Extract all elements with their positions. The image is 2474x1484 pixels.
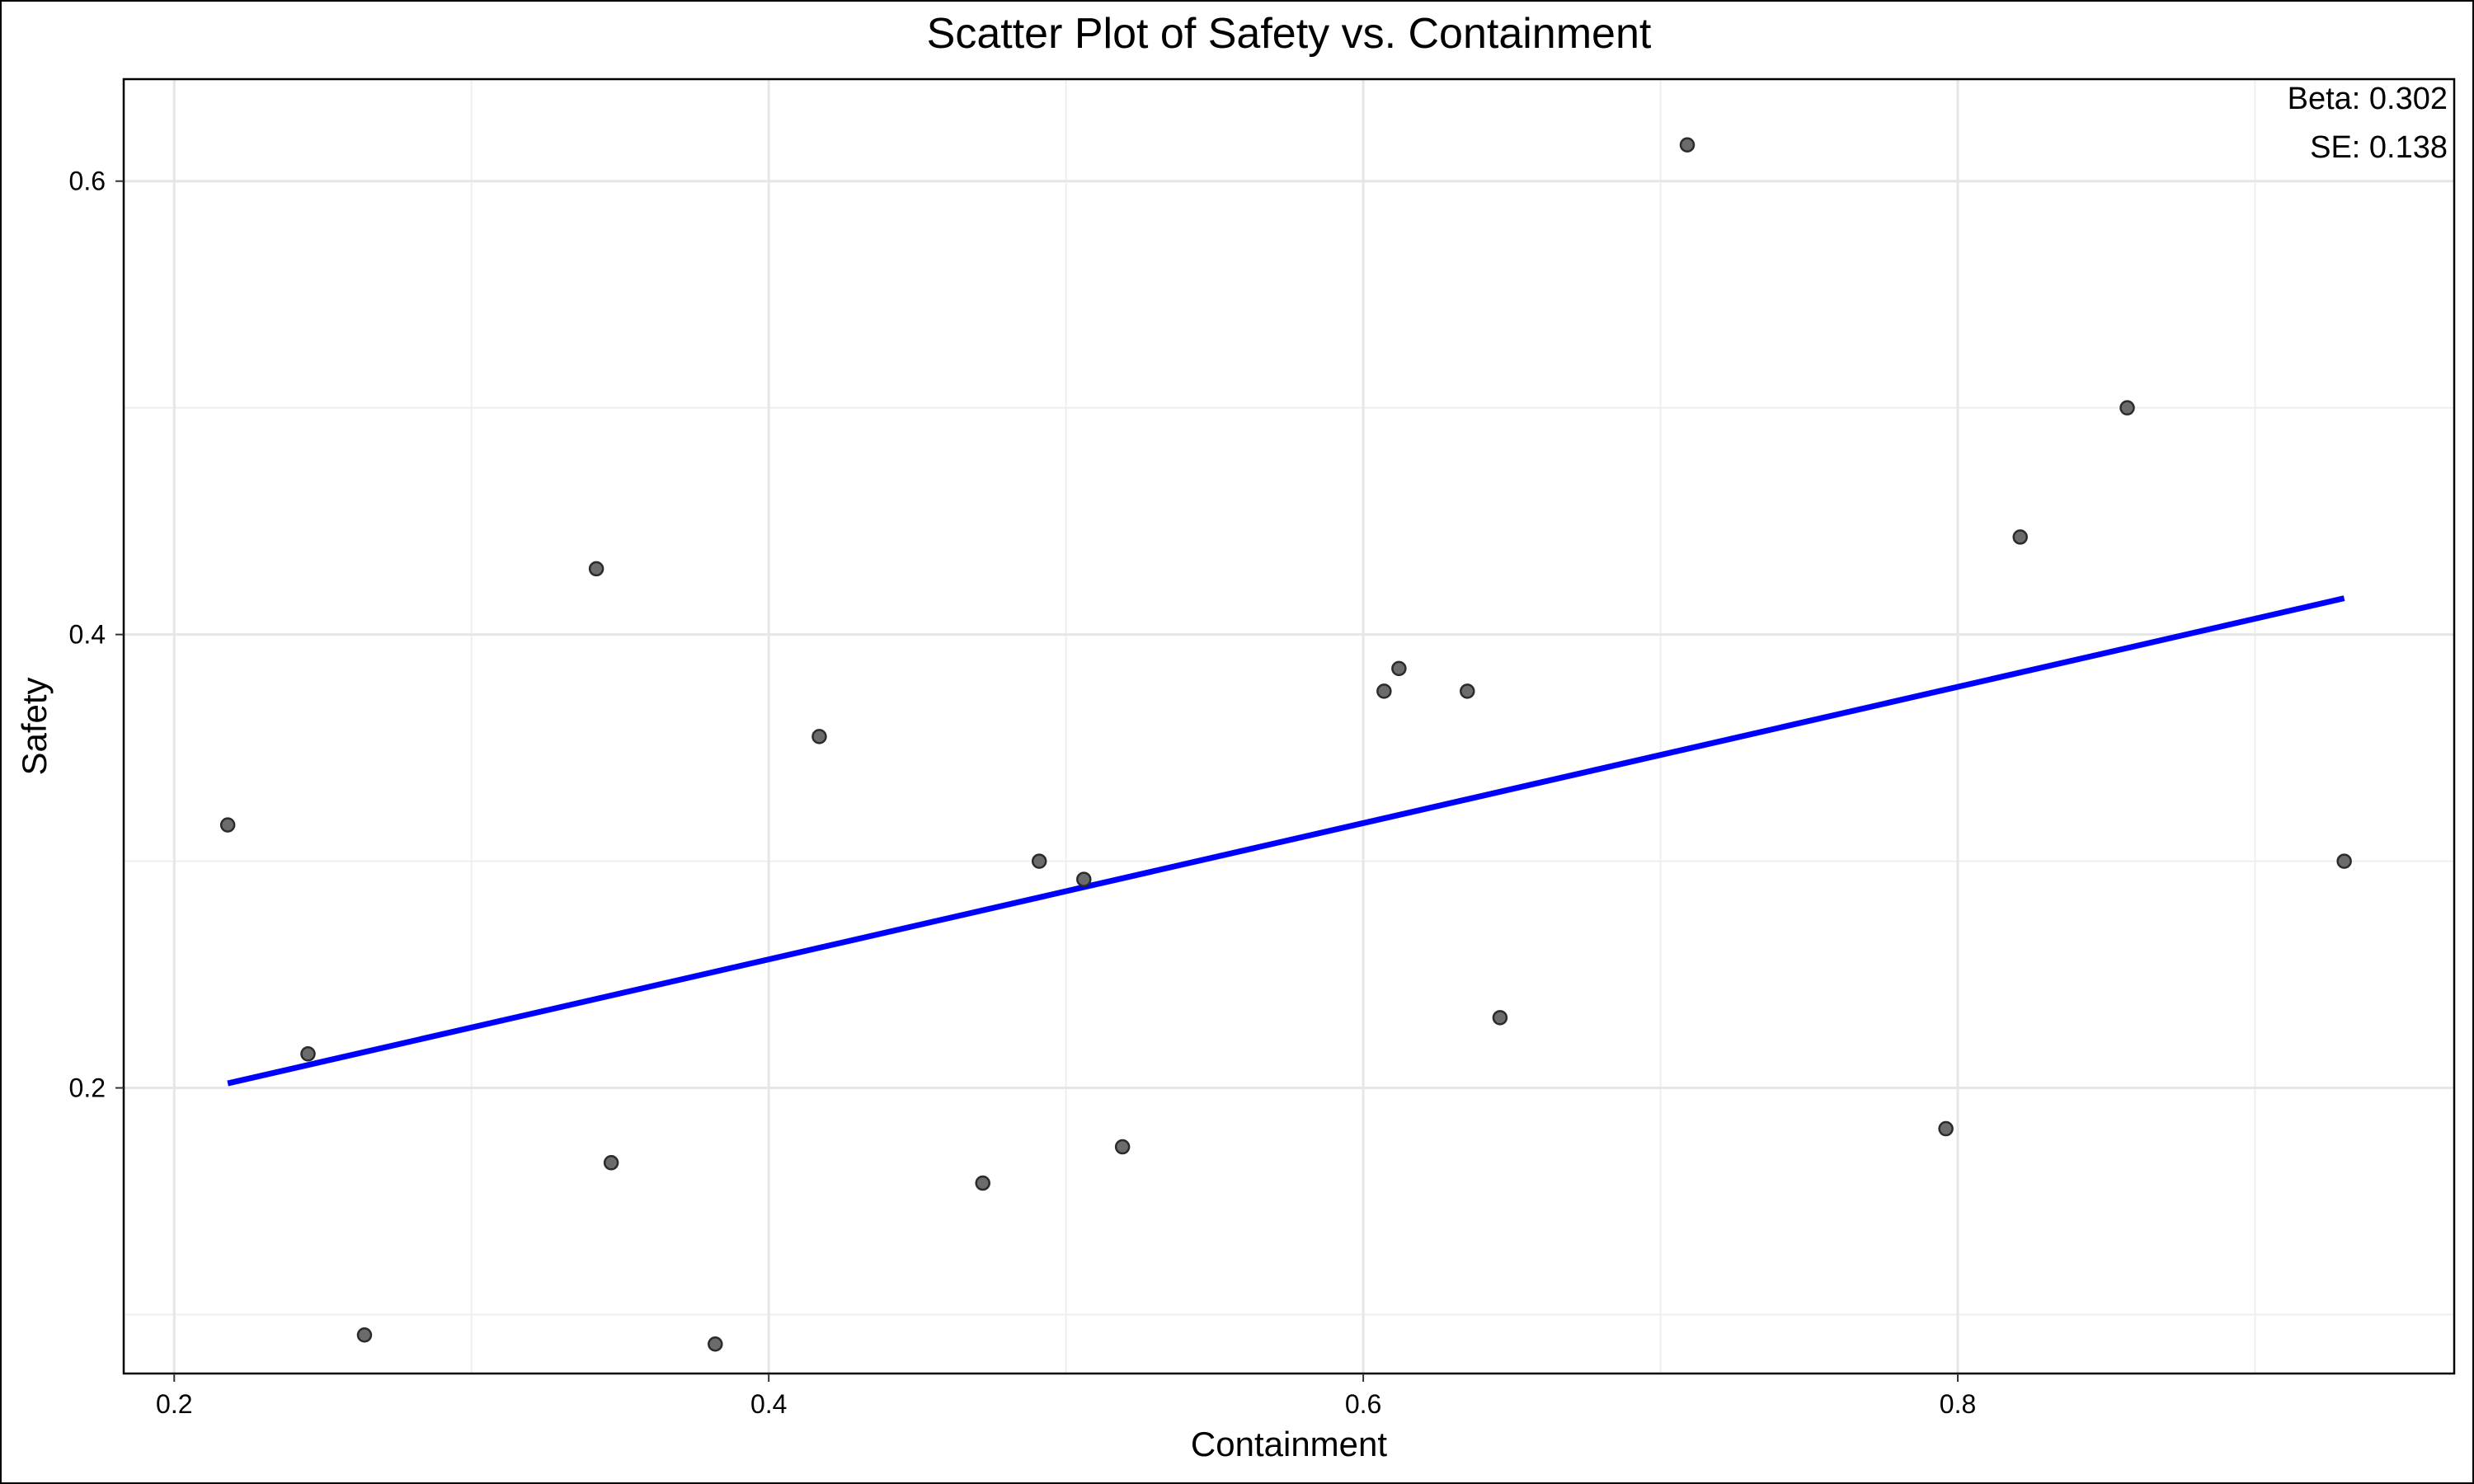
y-axis-title: Safety xyxy=(15,677,54,775)
y-tick-label: 0.4 xyxy=(69,620,106,650)
data-point xyxy=(1076,871,1092,887)
grid-layer xyxy=(124,79,2454,1374)
data-point xyxy=(1679,137,1696,153)
se-annotation: SE: 0.138 xyxy=(2310,130,2448,165)
x-tick-label: 0.8 xyxy=(1940,1389,1976,1419)
data-point xyxy=(1376,683,1392,699)
data-point xyxy=(1460,683,1475,699)
tick-layer: 0.2 0.4 0.6 0.8 0.2 0.4 0.6 xyxy=(69,167,1977,1419)
data-point xyxy=(708,1336,723,1352)
data-point xyxy=(1031,853,1047,869)
data-point xyxy=(219,817,236,833)
x-axis-title: Containment xyxy=(1191,1425,1387,1463)
x-tick-label: 0.4 xyxy=(750,1389,787,1419)
data-point xyxy=(2119,400,2135,416)
x-tick-label: 0.2 xyxy=(156,1389,192,1419)
data-point xyxy=(811,729,827,744)
beta-annotation: Beta: 0.302 xyxy=(2288,82,2448,116)
data-point xyxy=(1492,1010,1508,1026)
data-point xyxy=(1114,1139,1131,1155)
y-tick-label: 0.6 xyxy=(69,167,106,196)
data-point xyxy=(1391,660,1407,677)
chart-title: Scatter Plot of Safety vs. Containment xyxy=(927,10,1652,58)
data-point xyxy=(300,1046,316,1062)
x-tick-label: 0.6 xyxy=(1345,1389,1381,1419)
regression-line xyxy=(227,595,2345,1087)
data-point xyxy=(2012,529,2028,545)
data-point xyxy=(603,1155,619,1171)
data-point xyxy=(356,1327,373,1343)
fit-line-layer xyxy=(227,595,2345,1087)
plot-panel-border xyxy=(122,77,2456,1375)
data-point xyxy=(588,561,604,577)
data-point xyxy=(2336,853,2352,869)
data-point xyxy=(975,1175,990,1191)
data-point xyxy=(1938,1120,1954,1137)
y-tick-label: 0.2 xyxy=(69,1073,106,1103)
point-layer xyxy=(219,137,2352,1352)
